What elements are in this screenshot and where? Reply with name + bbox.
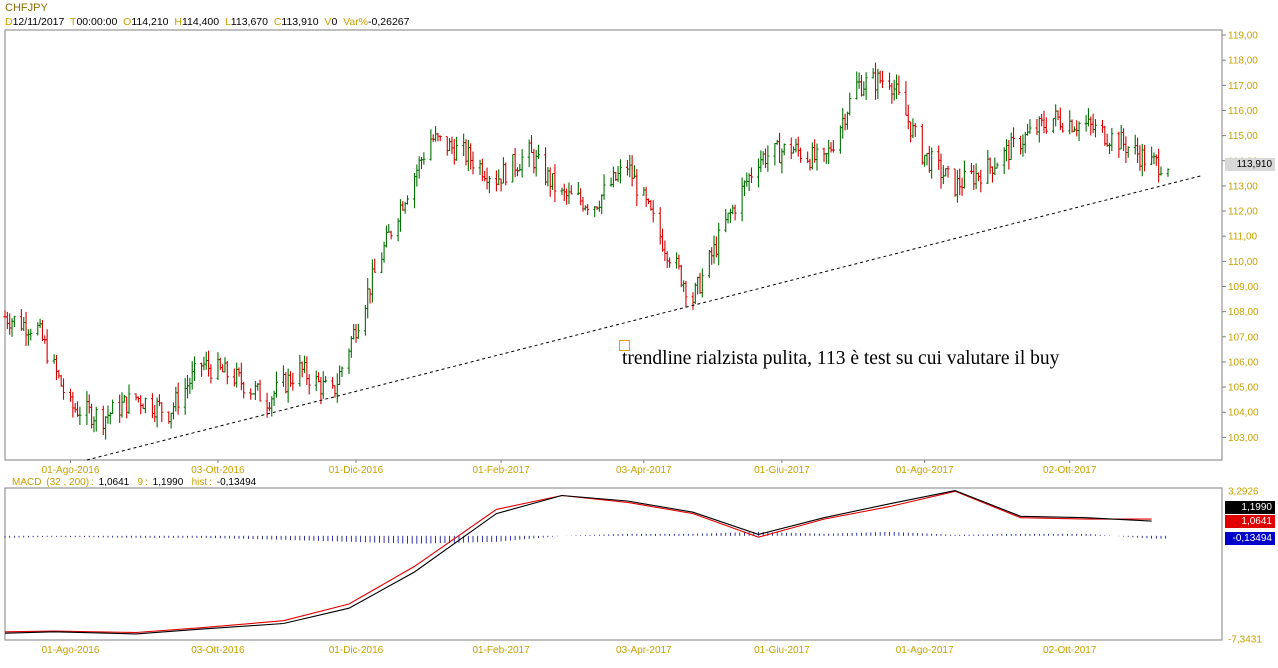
macd-line	[4, 490, 1152, 635]
y-tick-label: 118,00	[1228, 56, 1258, 67]
hist-name: hist	[191, 477, 208, 488]
ohlc-value: 0	[331, 16, 344, 28]
y-tick-label: 111,00	[1228, 232, 1258, 243]
ohlc-value: 114,400	[181, 16, 225, 28]
ohlc-value: -0,26267	[368, 16, 410, 28]
ohlc-key: O	[123, 16, 132, 28]
macd-y-tick-label: 3,2926	[1228, 487, 1259, 498]
annotation-marker[interactable]	[619, 340, 630, 351]
signal-value-tag: 1,1990	[1225, 501, 1275, 514]
macd-panel	[4, 487, 1223, 641]
y-tick-label: 110,00	[1228, 257, 1258, 268]
ohlc-value: 114,210	[131, 16, 175, 28]
signal-period: 9	[137, 477, 144, 488]
ohlc-key: H	[174, 16, 182, 28]
ohlc-key: D	[5, 16, 13, 28]
symbol-label: CHFJPY	[5, 2, 48, 14]
y-tick-label: 107,00	[1228, 332, 1259, 343]
x-tick-label: 01-Dic-2016	[329, 465, 384, 476]
x-tick-label: 03-Ott-2016	[191, 465, 245, 476]
x-tick-label: 02-Ott-2017	[1043, 465, 1097, 476]
macd-header: MACD (32 , 200): 1,0641 9: 1,1990 hist: …	[12, 477, 257, 488]
y-tick-label: 104,00	[1228, 408, 1259, 419]
ohlc-key: T	[70, 16, 77, 28]
y-tick-label: 115,00	[1228, 131, 1258, 142]
y-tick-label: 108,00	[1228, 307, 1259, 318]
ohlc-value: 12/11/2017	[12, 16, 71, 28]
macd-x-tick-label: 01-Ago-2016	[42, 645, 100, 656]
last-price-tag: 113,910	[1225, 158, 1275, 171]
macd-x-tick-label: 01-Dic-2016	[329, 645, 384, 656]
ohlc-key: L	[224, 16, 231, 28]
ohlc-value: 113,670	[230, 16, 274, 28]
macd-value-tag: 1,0641	[1225, 515, 1275, 528]
signal-value: 1,1990	[152, 477, 184, 488]
macd-x-tick-label: 02-Ott-2017	[1043, 645, 1097, 656]
y-tick-label: 116,00	[1228, 106, 1258, 117]
y-tick-label: 103,00	[1228, 433, 1259, 444]
ohlc-key: V	[324, 16, 332, 28]
y-tick-label: 119,00	[1228, 31, 1258, 42]
x-tick-label: 01-Ago-2016	[42, 465, 100, 476]
macd-params: (32 , 200)	[46, 477, 90, 488]
macd-y-tick-label: -7,3431	[1228, 635, 1262, 646]
x-tick-label: 01-Giu-2017	[754, 465, 810, 476]
hist-value: -0,13494	[216, 477, 257, 488]
ohlc-key: C	[273, 16, 282, 28]
macd-x-tick-label: 03-Ott-2016	[191, 645, 245, 656]
x-tick-label: 01-Feb-2017	[472, 465, 530, 476]
macd-signal-line	[4, 490, 1152, 634]
y-tick-label: 105,00	[1228, 383, 1259, 394]
macd-value: 1,0641	[98, 477, 130, 488]
y-tick-label: 109,00	[1228, 282, 1259, 293]
y-tick-label: 117,00	[1228, 81, 1258, 92]
y-tick-label: 106,00	[1228, 357, 1259, 368]
trendline-annotation[interactable]: trendline rialzista pulita, 113 è test s…	[622, 348, 1060, 369]
macd-x-tick-label: 01-Ago-2017	[896, 645, 954, 656]
ohlc-value: 113,910	[281, 16, 325, 28]
ohlc-value: 00:00:00	[76, 16, 124, 28]
x-tick-label: 03-Apr-2017	[616, 465, 672, 476]
macd-x-tick-label: 03-Apr-2017	[616, 645, 672, 656]
macd-x-tick-label: 01-Feb-2017	[472, 645, 530, 656]
ohlc-readout: D12/11/2017 T00:00:00 O114,210 H114,400 …	[5, 16, 409, 28]
ohlc-key: Var%	[343, 16, 369, 28]
macd-x-tick-label: 01-Giu-2017	[754, 645, 810, 656]
price-panel	[4, 29, 1223, 461]
y-tick-label: 112,00	[1228, 207, 1258, 218]
y-tick-label: 113,00	[1228, 181, 1258, 192]
x-tick-label: 01-Ago-2017	[896, 465, 954, 476]
macd-title: MACD	[12, 477, 42, 488]
hist-value-tag: -0,13494	[1225, 532, 1275, 545]
